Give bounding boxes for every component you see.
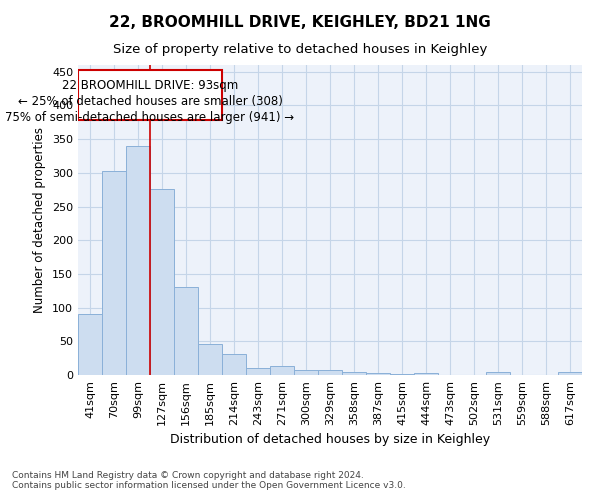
Bar: [222, 354, 246, 375]
Bar: [558, 372, 582, 375]
Y-axis label: Number of detached properties: Number of detached properties: [34, 127, 46, 313]
Text: Contains HM Land Registry data © Crown copyright and database right 2024.
Contai: Contains HM Land Registry data © Crown c…: [12, 470, 406, 490]
Bar: [198, 344, 222, 375]
Bar: [102, 171, 126, 375]
FancyBboxPatch shape: [78, 70, 222, 120]
Bar: [270, 366, 294, 375]
Bar: [318, 370, 342, 375]
X-axis label: Distribution of detached houses by size in Keighley: Distribution of detached houses by size …: [170, 434, 490, 446]
Text: 75% of semi-detached houses are larger (941) →: 75% of semi-detached houses are larger (…: [5, 112, 295, 124]
Text: ← 25% of detached houses are smaller (308): ← 25% of detached houses are smaller (30…: [17, 96, 283, 108]
Bar: [486, 372, 510, 375]
Bar: [246, 368, 270, 375]
Bar: [150, 189, 174, 375]
Bar: [294, 370, 318, 375]
Bar: [414, 373, 438, 375]
Text: Size of property relative to detached houses in Keighley: Size of property relative to detached ho…: [113, 42, 487, 56]
Bar: [174, 286, 198, 375]
Bar: [126, 146, 150, 375]
Bar: [366, 373, 390, 375]
Text: 22 BROOMHILL DRIVE: 93sqm: 22 BROOMHILL DRIVE: 93sqm: [62, 79, 238, 92]
Text: 22, BROOMHILL DRIVE, KEIGHLEY, BD21 1NG: 22, BROOMHILL DRIVE, KEIGHLEY, BD21 1NG: [109, 15, 491, 30]
Bar: [78, 314, 102, 375]
Bar: [342, 372, 366, 375]
Bar: [390, 374, 414, 375]
